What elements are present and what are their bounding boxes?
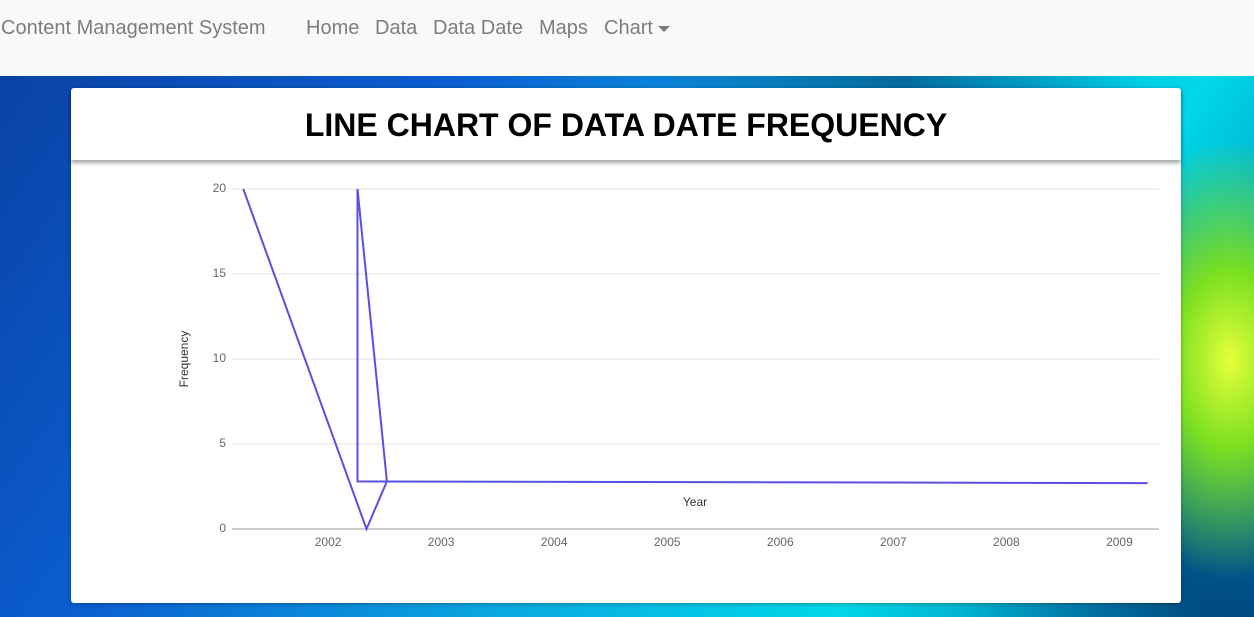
x-tick-label: 2007	[880, 535, 907, 549]
nav-link[interactable]: Data Date	[433, 17, 524, 39]
x-tick-label: 2002	[315, 535, 342, 549]
x-tick-label: 2006	[767, 535, 794, 549]
x-tick-label: 2003	[428, 535, 455, 549]
y-axis-label: Frequency	[177, 331, 191, 388]
chart: Year Frequency 0 5 10 15 20 2002 2003 2004 2005 2…	[177, 181, 1159, 549]
nav-dropdown[interactable]: Chart	[604, 17, 653, 39]
nav-link[interactable]: Data	[375, 17, 418, 39]
chart-title: LINE CHART OF DATA DATE FREQUENCY	[304, 107, 948, 143]
data-line	[242, 188, 1148, 532]
navbar: Content Management System Home Data Data…	[0, 0, 1254, 76]
y-tick-label: 0	[219, 521, 226, 535]
y-tick-label: 15	[213, 266, 227, 280]
x-axis-label: Year	[683, 495, 707, 509]
card-header: LINE CHART OF DATA DATE FREQUENCY	[71, 88, 1181, 160]
x-tick-label: 2008	[993, 535, 1020, 549]
chart-card: LINE CHART OF DATA DATE FREQUENCY Year F…	[71, 88, 1181, 603]
nav-link[interactable]: Home	[306, 17, 360, 39]
x-tick-label: 2004	[541, 535, 568, 549]
x-tick-label: 2009	[1106, 535, 1133, 549]
x-tick-label: 2005	[654, 535, 681, 549]
brand[interactable]: Content Management System	[1, 17, 266, 39]
nav-link[interactable]: Maps	[539, 17, 588, 39]
y-tick-label: 10	[213, 351, 227, 365]
dropdown-caret[interactable]	[658, 26, 670, 32]
y-tick-label: 20	[213, 181, 227, 195]
y-tick-label: 5	[219, 436, 226, 450]
